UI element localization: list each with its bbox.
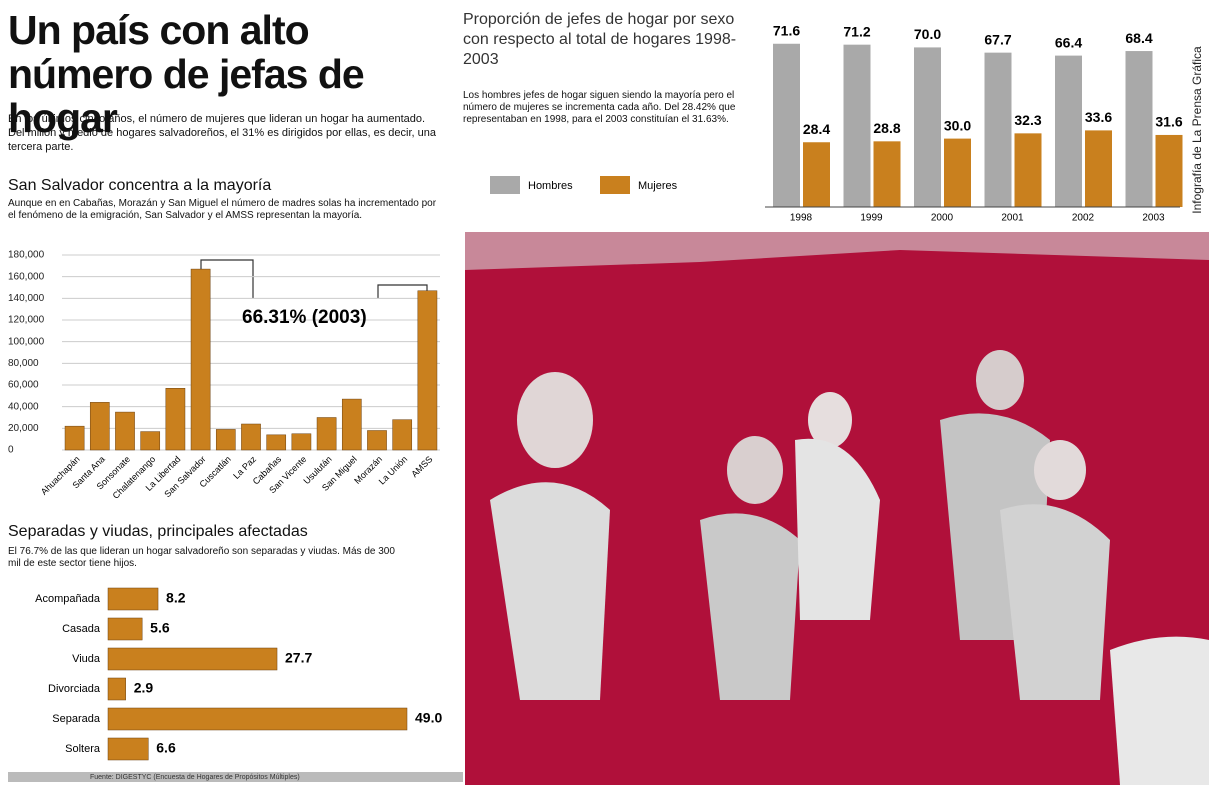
y-tick-label: 60,000 (8, 380, 39, 391)
bar (107, 587, 159, 611)
bar (1085, 130, 1112, 207)
value-label: 30.0 (944, 117, 971, 133)
y-tick-label: Divorciada (48, 683, 101, 695)
bar (266, 434, 287, 451)
x-tick-label: Ahuachapán (39, 454, 82, 497)
bar (316, 417, 337, 451)
y-tick-label: 100,000 (8, 336, 45, 347)
chart-title: Proporción de jefes de hogar por sexo co… (463, 11, 737, 68)
chart-subtitle: El 76.7% de las que lideran un hogar sal… (8, 546, 395, 569)
bar (417, 290, 438, 451)
legend-label: Hombres (528, 180, 573, 192)
bar (107, 677, 126, 701)
y-tick-label: 140,000 (8, 293, 45, 304)
bar (107, 737, 149, 761)
bar (241, 423, 261, 451)
y-tick-label: Casada (62, 623, 101, 635)
value-label: 28.8 (873, 120, 900, 136)
bar (944, 138, 971, 207)
value-label: 67.7 (984, 31, 1011, 47)
bar (914, 47, 941, 208)
credit: Infografía de La Prensa Gráfica (1190, 46, 1204, 214)
chart-subtitle: Aunque en en Cabañas, Morazán y San Migu… (8, 198, 437, 221)
callout-brackets (200, 259, 428, 298)
bar (215, 429, 236, 451)
x-tick-label: 2001 (1001, 213, 1024, 224)
value-label: 27.7 (285, 650, 312, 666)
x-tick-label: 1998 (790, 213, 813, 224)
bar (1055, 55, 1082, 207)
y-tick-label: Separada (52, 713, 101, 725)
headline: Un país con alto número de jefas de hoga… (8, 7, 365, 141)
value-label: 32.3 (1014, 112, 1041, 128)
bar (392, 419, 413, 451)
bar (367, 430, 387, 451)
value-label: 71.6 (773, 22, 800, 38)
bar (107, 617, 143, 641)
bar (190, 268, 211, 451)
x-tick-label: 1999 (860, 213, 883, 224)
value-label: 33.6 (1085, 109, 1112, 125)
y-tick-label: 80,000 (8, 358, 39, 369)
value-label: 49.0 (415, 710, 442, 726)
bar (873, 141, 901, 207)
x-tick-label: 2000 (931, 213, 954, 224)
value-label: 6.6 (156, 740, 176, 756)
y-tick-label: 160,000 (8, 271, 45, 282)
bar (165, 388, 186, 451)
y-tick-label: 0 (8, 445, 14, 456)
y-tick-label: Soltera (65, 743, 101, 755)
chart-title: Separadas y viudas, principales afectada… (8, 523, 308, 540)
y-tick-label: Viuda (72, 653, 101, 665)
legend-label: Mujeres (638, 180, 678, 192)
value-label: 71.2 (843, 23, 870, 39)
value-label: 2.9 (134, 680, 154, 696)
bar (1125, 51, 1153, 207)
bar (64, 425, 85, 451)
bar (115, 411, 135, 451)
x-tick-label: 2003 (1142, 213, 1165, 224)
y-tick-label: 120,000 (8, 315, 45, 326)
bar (1155, 134, 1183, 207)
value-label: 70.0 (914, 26, 941, 42)
value-label: 28.4 (803, 121, 830, 137)
bar (341, 398, 362, 451)
legend-swatch (600, 176, 630, 194)
chart-title: San Salvador concentra a la mayoría (8, 177, 272, 194)
value-label: 5.6 (150, 620, 170, 636)
chart-subtitle: Los hombres jefes de hogar siguen siendo… (463, 90, 736, 125)
legend-swatch (490, 176, 520, 194)
bar (1014, 133, 1042, 207)
y-tick-label: Acompañada (35, 593, 101, 605)
bar (843, 44, 871, 207)
bar (773, 43, 800, 207)
annotation: 66.31% (2003) (242, 307, 367, 328)
intro: En los últimos cinco años, el número de … (8, 113, 437, 153)
y-tick-label: 40,000 (8, 401, 39, 412)
bar (291, 433, 312, 451)
y-tick-label: 180,000 (8, 250, 45, 261)
source: Fuente: DIGESTYC (Encuesta de Hogares de… (90, 774, 300, 781)
x-tick-label: 2002 (1072, 213, 1095, 224)
photo (465, 232, 1209, 785)
value-label: 68.4 (1125, 30, 1152, 46)
x-tick-label: AMSS (409, 454, 434, 479)
bar (89, 402, 110, 451)
value-label: 8.2 (166, 590, 186, 606)
bar (803, 142, 830, 207)
value-label: 66.4 (1055, 34, 1082, 50)
y-tick-label: 20,000 (8, 423, 39, 434)
bar (107, 647, 278, 671)
bar (140, 431, 161, 451)
bar (107, 707, 408, 731)
source-strip (8, 772, 463, 782)
bar (984, 52, 1012, 208)
value-label: 31.6 (1155, 114, 1182, 130)
